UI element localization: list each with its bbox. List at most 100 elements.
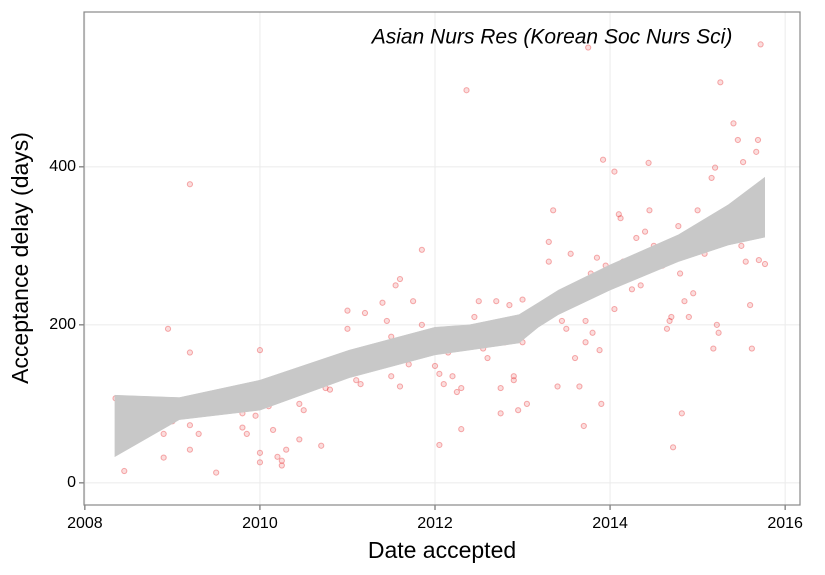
x-tick-label: 2012 (417, 515, 453, 532)
point (646, 207, 653, 214)
point (186, 349, 194, 356)
point (243, 430, 250, 437)
point (458, 426, 465, 433)
point (596, 347, 603, 354)
point (388, 373, 395, 380)
point (550, 207, 557, 214)
point (715, 329, 722, 336)
point (563, 325, 570, 332)
point (571, 354, 579, 362)
point (757, 41, 764, 48)
point (748, 345, 755, 352)
point (611, 168, 618, 175)
x-tick-label: 2016 (767, 515, 803, 532)
y-tick-label: 200 (49, 316, 76, 333)
band-lower (114, 236, 766, 458)
point (598, 400, 605, 407)
point (761, 260, 769, 268)
point (396, 275, 404, 283)
confidence-band (114, 177, 765, 457)
plot-background (84, 12, 800, 505)
point (278, 462, 285, 469)
point (256, 347, 264, 354)
point (628, 286, 636, 293)
point (558, 317, 566, 325)
point (379, 299, 386, 306)
point (747, 302, 754, 309)
point (615, 211, 622, 218)
point (458, 384, 465, 392)
point (711, 164, 719, 171)
point (690, 290, 697, 297)
point (497, 410, 504, 417)
point (186, 446, 194, 453)
point (710, 345, 717, 352)
point (633, 234, 640, 242)
point (717, 79, 724, 86)
point (545, 238, 552, 246)
point (740, 159, 747, 166)
point (585, 44, 592, 51)
point (666, 317, 673, 325)
point (545, 258, 552, 265)
point (742, 258, 749, 265)
point (418, 321, 425, 328)
point (567, 250, 574, 257)
point (278, 457, 285, 464)
point (274, 453, 281, 460)
point (436, 370, 443, 377)
point (510, 377, 517, 384)
point (582, 317, 589, 325)
point (283, 446, 290, 453)
point (497, 384, 504, 392)
point (431, 362, 439, 370)
point (300, 407, 307, 414)
point (681, 298, 688, 305)
point (523, 400, 531, 407)
point (296, 400, 303, 407)
point (554, 383, 561, 390)
x-tick-label: 2008 (67, 515, 103, 532)
point (186, 181, 194, 188)
x-tick-label: 2010 (242, 515, 278, 532)
point (663, 325, 671, 332)
point (344, 307, 351, 314)
point (186, 422, 194, 429)
plot-border (83, 11, 801, 506)
point (164, 325, 172, 332)
point (754, 136, 762, 144)
point (694, 207, 701, 214)
point (361, 309, 369, 317)
band-upper (114, 176, 766, 398)
point (617, 215, 624, 222)
point (256, 449, 264, 456)
point (675, 223, 682, 230)
point (353, 377, 360, 384)
point (410, 298, 417, 305)
point (160, 454, 167, 461)
point (252, 412, 259, 419)
point (580, 422, 587, 430)
point (510, 373, 517, 380)
point (641, 228, 649, 235)
x-tick-label: 2014 (592, 515, 628, 532)
y-tick-label: 400 (49, 158, 76, 175)
point (453, 388, 460, 396)
point (589, 329, 596, 336)
point (519, 296, 526, 303)
point (392, 282, 399, 289)
point (396, 383, 404, 390)
point (326, 386, 334, 393)
point (213, 469, 220, 476)
point (669, 444, 677, 451)
point (753, 148, 760, 155)
point (440, 381, 447, 388)
point (418, 246, 425, 253)
point (256, 459, 264, 466)
point (357, 381, 364, 388)
point (475, 298, 482, 305)
point (121, 467, 128, 475)
point (296, 436, 303, 443)
point (318, 442, 325, 449)
